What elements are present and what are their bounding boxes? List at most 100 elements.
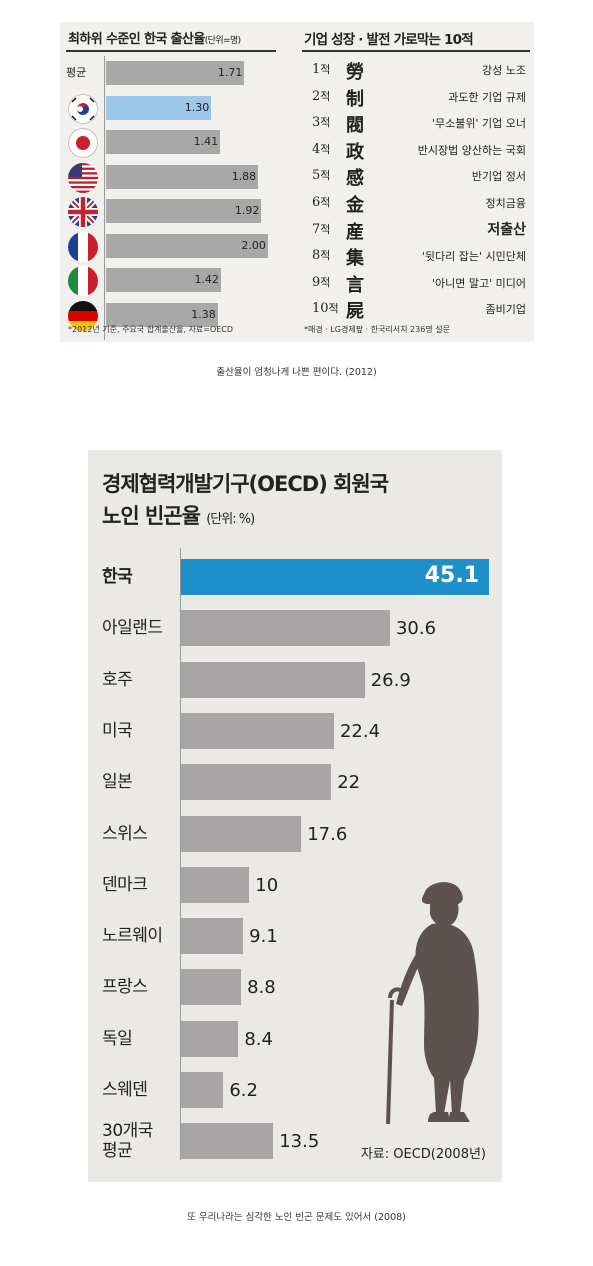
elderly-poverty-chart: 경제협력개발기구(OECD) 회원국 노인 빈곤율 (단위: %) 한국 45.1… — [88, 450, 502, 1182]
rank-suffix: 적 — [320, 275, 331, 289]
poverty-value-label: 26.9 — [370, 669, 411, 691]
poverty-bar — [181, 1123, 274, 1160]
ten-enemies-title: 기업 성장 · 발전 가로막는 10적 — [304, 32, 474, 48]
poverty-bar — [181, 661, 365, 698]
poverty-bar — [181, 559, 489, 595]
ten-enemies-row: 2적 制 과도한 기업 규제 — [302, 83, 530, 111]
birth-rate-value-label: 1.38 — [191, 307, 216, 321]
ten-enemies-row: 10적 屍 좀비기업 — [302, 295, 530, 323]
enemy-description: 반기업 정서 — [471, 170, 526, 184]
rank-suffix: 적 — [328, 302, 339, 316]
poverty-category-label: 미국 — [102, 720, 133, 741]
rank-suffix: 적 — [320, 222, 331, 236]
hanja-character: 感 — [346, 168, 364, 190]
poverty-value-label: 6.2 — [229, 1080, 258, 1101]
birth-rate-bar — [106, 302, 218, 327]
hanja-character: 政 — [346, 141, 364, 163]
birth-rate-bar — [106, 61, 245, 85]
hanja-character: 閥 — [346, 115, 364, 137]
rank-label: 4적 — [312, 141, 330, 157]
poverty-value-label: 45.1 — [424, 563, 479, 588]
birth-rate-value-label: 1.42 — [194, 273, 219, 286]
enemy-description: '무소불위' 기업 오너 — [431, 117, 526, 131]
rank-label: 9적 — [312, 274, 330, 290]
birth-rate-bar — [106, 233, 268, 258]
poverty-value-label: 17.6 — [307, 823, 348, 845]
poverty-category-label: 독일 — [102, 1028, 133, 1049]
uk-flag-icon — [68, 197, 98, 227]
poverty-category-label: 스위스 — [102, 823, 148, 844]
rank-label: 7적 — [312, 221, 330, 237]
rank-label: 1적 — [312, 61, 330, 77]
source-note: 자료: OECD(2008년) — [360, 1147, 486, 1162]
poverty-bar — [181, 866, 250, 903]
caption-elderly-poverty: 또 우리나라는 심각한 노인 빈곤 문제도 있어서 (2008) — [187, 1212, 406, 1223]
rank-number: 4 — [312, 141, 321, 157]
title-rule — [302, 50, 530, 52]
caption-birth-rate: 출산율이 엄청나게 나쁜 편이다. (2012) — [216, 367, 377, 378]
poverty-category-label: 한국 — [102, 567, 133, 587]
rank-label: 3적 — [312, 114, 330, 130]
poverty-value-label: 30.6 — [395, 618, 437, 640]
rank-label: 8적 — [312, 247, 330, 263]
enemy-description: '뒷다리 잡는' 시민단체 — [421, 250, 526, 264]
france-flag-icon — [68, 231, 98, 262]
rank-number: 8 — [312, 248, 321, 264]
ten-enemies-row: 4적 政 반시장법 양산하는 국회 — [302, 136, 530, 164]
rank-suffix: 적 — [320, 169, 331, 183]
rank-label: 6적 — [312, 194, 330, 210]
poverty-category-label: 스웨덴 — [102, 1080, 148, 1100]
birth-rate-bar — [106, 130, 221, 154]
poverty-category-label: 30개국 평균 — [102, 1121, 153, 1162]
ten-enemies-note: *매경 · LG경제팦 · 한국리서치 236명 설문 — [304, 325, 450, 334]
hanja-character: 屍 — [346, 301, 364, 323]
title-rule — [66, 50, 276, 52]
poverty-category-label: 노르웨이 — [102, 926, 163, 947]
poverty-category-label: 일본 — [102, 772, 133, 793]
birth-rate-bar — [106, 95, 212, 120]
birth-rate-bar — [106, 199, 262, 223]
poverty-category-label: 프랑스 — [102, 977, 148, 998]
poverty-bar — [181, 1072, 224, 1108]
hanja-character: 勞 — [346, 62, 364, 83]
birth-rate-value-label: 1.92 — [234, 204, 260, 217]
rank-suffix: 적 — [320, 89, 331, 103]
rank-label: 10적 — [312, 300, 339, 316]
korea-flag-icon — [68, 93, 98, 124]
ten-enemies-row: 3적 閥 '무소불위' 기업 오너 — [302, 109, 530, 137]
birth-rate-value-label: 1.71 — [217, 66, 243, 79]
rank-number: 5 — [312, 168, 321, 184]
rank-label: 5적 — [312, 167, 330, 183]
poverty-category-label: 호주 — [102, 669, 133, 690]
birth-rate-row: 1.88 — [60, 162, 280, 193]
poverty-bar — [181, 712, 334, 749]
rank-suffix: 적 — [320, 142, 331, 156]
ten-enemies-row: 1적 勞 강성 노조 — [302, 56, 530, 84]
enemy-description: '아니면 말고' 미디어 — [431, 276, 526, 290]
enemy-description: 과도한 기업 규제 — [448, 90, 526, 104]
hanja-character: 制 — [346, 88, 364, 110]
poverty-bar — [181, 918, 244, 955]
enemy-description: 좀비기업 — [485, 303, 526, 317]
birth-rate-row: 2.00 — [60, 231, 280, 262]
poverty-value-label: 13.5 — [279, 1131, 320, 1153]
ten-enemies-table: 기업 성장 · 발전 가로막는 10적 1적 勞 강성 노조 2적 制 과도한 기업 규제… — [298, 22, 534, 342]
birth-rate-chart: 최하위 수준인 한국 출산율(단위=명) 평균 1.71 1.30 1.41 1.88 1… — [60, 22, 280, 342]
rank-label: 2적 — [312, 88, 330, 104]
rank-number: 2 — [312, 88, 321, 104]
birth-rate-category-label: 평균 — [66, 66, 87, 79]
rank-number: 10 — [312, 301, 329, 317]
rank-number: 3 — [312, 115, 321, 131]
poverty-bar — [181, 764, 332, 801]
birth-rate-value-label: 1.41 — [193, 135, 219, 148]
poverty-category-label: 아일랜드 — [102, 618, 163, 639]
rank-suffix: 적 — [320, 196, 331, 209]
hanja-character: 言 — [346, 274, 364, 296]
italy-flag-icon — [68, 266, 98, 296]
enemy-description: 저출산 — [487, 221, 526, 238]
chart-title-line2: 노인 빈곤율 (단위: %) — [102, 504, 255, 528]
birth-rate-row: 1.42 — [60, 265, 280, 296]
enemy-description: 반시장법 양산하는 국회 — [417, 143, 526, 157]
poverty-value-label: 22.4 — [339, 720, 381, 742]
birth-rate-value-label: 2.00 — [241, 238, 266, 252]
